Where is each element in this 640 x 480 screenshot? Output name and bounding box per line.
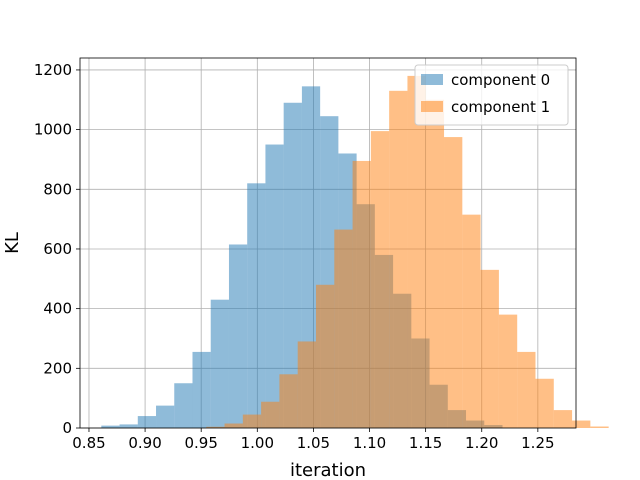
x-tick-label: 1.10 <box>353 434 386 452</box>
histogram-bar <box>389 90 408 429</box>
histogram-bar <box>315 284 335 428</box>
x-tick-label: 0.85 <box>72 434 105 452</box>
histogram-bar <box>265 144 284 428</box>
histogram-bar <box>297 341 316 428</box>
legend-swatch <box>421 74 443 85</box>
histogram-bar <box>535 378 554 428</box>
y-tick-label: 400 <box>43 300 72 318</box>
histogram-bar <box>407 75 426 428</box>
y-axis-label: KL <box>2 232 23 254</box>
x-tick-label: 1.25 <box>521 434 554 452</box>
axis-ticks: 0.85 0.90 0.95 1.00 1.05 1.10 1.15 1.20 1.25 0 200… <box>34 61 555 452</box>
histogram-bar <box>261 401 280 428</box>
histogram-bar <box>279 374 298 428</box>
x-tick-label: 0.95 <box>184 434 217 452</box>
histogram-bar <box>101 425 120 428</box>
histogram-bar <box>137 416 157 428</box>
histogram-bar <box>572 420 591 428</box>
y-tick-label: 1200 <box>34 61 72 79</box>
histogram-bar <box>156 405 175 428</box>
histogram-bar <box>480 269 499 428</box>
histogram-bar <box>247 183 266 428</box>
x-tick-label: 0.90 <box>128 434 161 452</box>
x-tick-label: 1.20 <box>465 434 498 452</box>
histogram-bar <box>590 426 609 428</box>
histogram-bar <box>444 137 463 429</box>
histogram-bar <box>224 423 243 428</box>
y-tick-label: 800 <box>43 180 72 198</box>
legend-label: component 1 <box>451 98 550 116</box>
x-tick-label: 1.15 <box>409 434 442 452</box>
y-tick-label: 200 <box>43 359 72 377</box>
histogram-bar <box>210 299 229 428</box>
histogram-bar <box>553 410 573 428</box>
histogram-bar <box>334 229 353 428</box>
histogram-bar <box>174 383 193 428</box>
y-tick-label: 1000 <box>34 121 72 139</box>
histogram-bar <box>228 244 248 428</box>
histogram-bar <box>206 426 225 428</box>
histogram-bar <box>370 131 390 428</box>
x-tick-label: 1.00 <box>241 434 274 452</box>
histogram-bar <box>119 424 138 428</box>
histogram-bars <box>101 75 609 429</box>
legend: component 0 component 1 <box>414 64 569 126</box>
y-tick-label: 600 <box>43 240 72 258</box>
x-tick-label: 1.05 <box>297 434 330 452</box>
series-1 <box>206 75 609 429</box>
histogram-bar <box>192 351 211 428</box>
legend-swatch <box>421 101 443 112</box>
plot-frame <box>79 57 577 429</box>
histogram-bar <box>425 99 445 428</box>
y-tick-label: 0 <box>62 419 72 437</box>
histogram-bar <box>283 102 302 429</box>
histogram-bar <box>498 314 518 428</box>
legend-frame <box>414 64 569 126</box>
histogram-bar <box>242 414 262 428</box>
histogram-bar <box>517 351 536 428</box>
histogram-bar <box>352 160 371 428</box>
legend-label: component 0 <box>451 71 550 89</box>
x-axis-label: iteration <box>290 460 366 480</box>
histogram-bar <box>462 214 481 428</box>
